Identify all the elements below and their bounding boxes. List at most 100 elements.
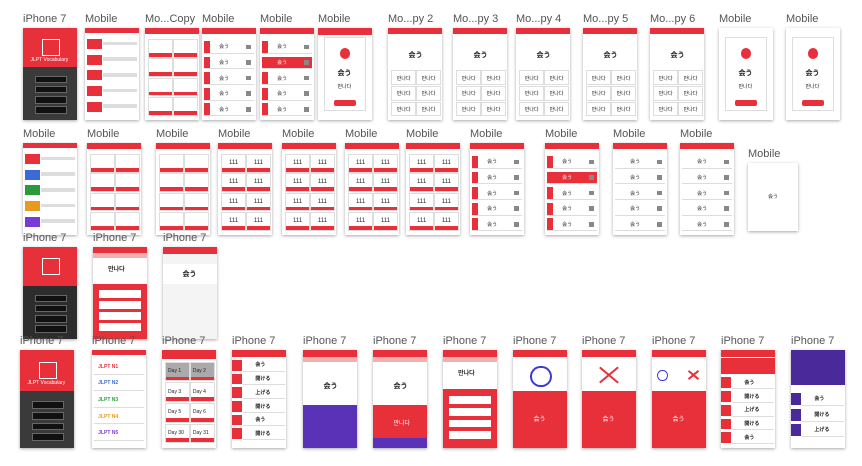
- row-word: 会う: [630, 221, 641, 228]
- artboard[interactable]: iPhone 7 会う: [582, 335, 636, 448]
- artboard[interactable]: Mo...py 4 会う 만나다 만나다 만나다 만나다 만나다 만나다: [516, 13, 570, 120]
- artboard[interactable]: iPhone 7: [23, 232, 77, 339]
- artboard-label[interactable]: iPhone 7: [652, 335, 696, 347]
- artboard-label[interactable]: Mo...py 2: [388, 13, 434, 25]
- artboard-label[interactable]: Mobile: [719, 13, 752, 25]
- word-row: 会う: [682, 155, 732, 169]
- artboard[interactable]: iPhone 7 会う: [652, 335, 706, 448]
- cell-bar: [191, 438, 214, 443]
- artboard-label[interactable]: iPhone 7: [582, 335, 626, 347]
- artboard[interactable]: Mobile 111 111 111 111 111 111 111 111: [282, 128, 336, 235]
- artboard[interactable]: Mo...py 2 会う 만나다 만나다 만나다 만나다 만나다 만나다: [388, 13, 442, 120]
- artboard[interactable]: iPhone 7 会う 開ける 上げる 開ける 会う 開ける: [232, 335, 286, 448]
- artboard-label[interactable]: Mo...Copy: [145, 13, 196, 25]
- artboard[interactable]: Mobile 会う 会う 会う 会う 会う: [260, 13, 314, 120]
- artboard-label[interactable]: Mobile: [202, 13, 235, 25]
- artboard[interactable]: Mo...py 6 会う 만나다 만나다 만나다 만나다 만나다 만나다: [650, 13, 704, 120]
- artboard[interactable]: Mobile 会う: [748, 148, 798, 231]
- artboard[interactable]: iPhone 7 JLPT Vocabulary: [23, 13, 77, 120]
- artboard[interactable]: Mo...py 3 会う 만나다 만나다 만나다 만나다 만나다 만나다: [453, 13, 507, 120]
- artboard-label[interactable]: Mobile: [545, 128, 578, 140]
- artboard-screen: 会う 만나다 만나다 만나다 만나다 만나다 만나다: [583, 28, 637, 120]
- artboard[interactable]: Mobile: [87, 128, 141, 235]
- row-word: 開ける: [814, 411, 830, 418]
- level-name: JLPT N5: [98, 430, 119, 437]
- artboard[interactable]: iPhone 7 만나다: [443, 335, 497, 448]
- artboard[interactable]: iPhone 7 会う: [303, 335, 357, 448]
- artboard[interactable]: iPhone 7 会う: [163, 232, 217, 339]
- artboard-label[interactable]: iPhone 7: [20, 335, 64, 347]
- artboard[interactable]: Mo...Copy: [145, 13, 199, 120]
- answer-option: 만나다: [611, 70, 636, 86]
- artboard-label[interactable]: Mobile: [23, 128, 56, 140]
- artboard[interactable]: iPhone 7 만나다: [93, 232, 147, 339]
- artboard-label[interactable]: Mobile: [85, 13, 118, 25]
- artboard-label[interactable]: Mo...py 3: [453, 13, 499, 25]
- artboard-label[interactable]: iPhone 7: [93, 232, 137, 244]
- artboard[interactable]: iPhone 7 会う: [513, 335, 567, 448]
- artboard[interactable]: Mobile 会う 会う 会う 会う 会う: [545, 128, 599, 235]
- artboard-label[interactable]: Mobile: [87, 128, 120, 140]
- artboard-label[interactable]: Mobile: [345, 128, 378, 140]
- artboard[interactable]: Mobile 会う 만나다: [719, 13, 773, 120]
- artboard-label[interactable]: iPhone 7: [232, 335, 276, 347]
- artboard-label[interactable]: Mobile: [680, 128, 713, 140]
- artboard[interactable]: iPhone 7 Day 1 Day 2 Day 3 Day 4 Day 5 Day 6 Da…: [162, 335, 216, 448]
- speaker-icon: [589, 175, 594, 180]
- progress-track: [41, 203, 75, 208]
- artboard-label[interactable]: Mobile: [748, 148, 781, 160]
- artboard-label[interactable]: iPhone 7: [23, 13, 67, 25]
- artboard-label[interactable]: iPhone 7: [303, 335, 347, 347]
- artboard-label[interactable]: Mobile: [786, 13, 819, 25]
- artboard[interactable]: Mo...py 5 会う 만나다 만나다 만나다 만나다 만나다 만나다: [583, 13, 637, 120]
- artboard[interactable]: iPhone 7 会う 開ける 上げる: [791, 335, 845, 448]
- cell-bar: [435, 206, 458, 211]
- artboard-label[interactable]: iPhone 7: [92, 335, 136, 347]
- artboard[interactable]: iPhone 7 JLPT Vocabulary: [20, 335, 74, 448]
- artboard-label[interactable]: Mobile: [470, 128, 503, 140]
- artboard[interactable]: Mobile 会う 会う 会う 会う 会う: [680, 128, 734, 235]
- artboard-label[interactable]: iPhone 7: [163, 232, 207, 244]
- artboard-label[interactable]: iPhone 7: [791, 335, 835, 347]
- artboard-label[interactable]: Mobile: [613, 128, 646, 140]
- screen-header: [516, 28, 570, 34]
- speaker-icon: [724, 206, 729, 212]
- artboard-label[interactable]: Mobile: [260, 13, 293, 25]
- artboard-label[interactable]: Mo...py 6: [650, 13, 696, 25]
- artboard[interactable]: Mobile 会う 만나다: [318, 13, 372, 120]
- artboard-label[interactable]: Mo...py 5: [583, 13, 629, 25]
- artboard[interactable]: Mobile 111 111 111 111 111 111 111 111: [345, 128, 399, 235]
- artboard-label[interactable]: Mobile: [318, 13, 351, 25]
- level-name: JLPT N3: [98, 397, 119, 404]
- word-row: 会う: [242, 359, 285, 372]
- artboard[interactable]: Mobile: [156, 128, 210, 235]
- artboard[interactable]: Mobile: [23, 128, 77, 235]
- artboard-label[interactable]: Mobile: [156, 128, 189, 140]
- artboard-label[interactable]: iPhone 7: [513, 335, 557, 347]
- screen-header: [92, 350, 146, 355]
- artboard-label[interactable]: Mo...py 4: [516, 13, 562, 25]
- artboard[interactable]: Mobile 会う 만나다: [786, 13, 840, 120]
- artboard-label[interactable]: iPhone 7: [721, 335, 765, 347]
- artboard-label[interactable]: Mobile: [218, 128, 251, 140]
- artboard[interactable]: Mobile 会う 会う 会う 会う 会う: [202, 13, 256, 120]
- artboard-label[interactable]: Mobile: [406, 128, 439, 140]
- artboard[interactable]: iPhone 7 会う 開ける 上げる 開ける 会う: [721, 335, 775, 448]
- row-word: 上げる: [744, 407, 760, 414]
- artboard[interactable]: Mobile 111 111 111 111 111 111 111 111: [218, 128, 272, 235]
- artboard-label[interactable]: iPhone 7: [373, 335, 417, 347]
- artboard-label[interactable]: iPhone 7: [443, 335, 487, 347]
- artboard-label[interactable]: iPhone 7: [23, 232, 67, 244]
- cell-number: 111: [356, 179, 366, 186]
- artboard[interactable]: Mobile 会う 会う 会う 会う 会う: [470, 128, 524, 235]
- artboard[interactable]: Mobile: [85, 13, 139, 120]
- artboard-label[interactable]: iPhone 7: [162, 335, 206, 347]
- artboard[interactable]: iPhone 7 会う 만나다: [373, 335, 427, 448]
- artboard-label[interactable]: Mobile: [282, 128, 315, 140]
- cell-bar: [149, 110, 172, 115]
- artboard[interactable]: Mobile 会う 会う 会う 会う 会う: [613, 128, 667, 235]
- reveal-panel: [303, 404, 357, 439]
- artboard[interactable]: iPhone 7 JLPT N1 JLPT N2 JLPT N3 JLPT N4 JLPT…: [92, 335, 146, 448]
- artboard[interactable]: Mobile 111 111 111 111 111 111 111 111: [406, 128, 460, 235]
- progress-track: [41, 219, 75, 224]
